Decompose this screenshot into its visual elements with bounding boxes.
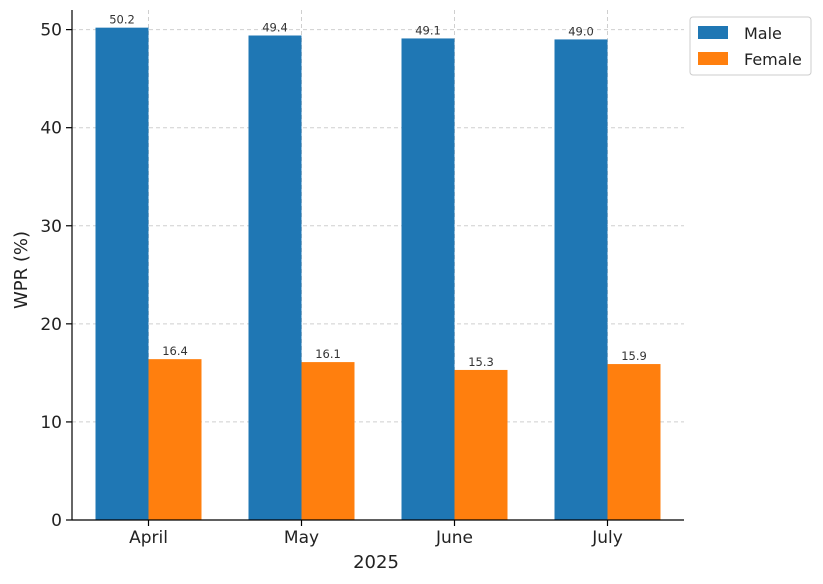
legend-label-male: Male xyxy=(744,24,782,43)
bar-value-label: 15.3 xyxy=(468,355,494,369)
legend-swatch-male xyxy=(698,26,728,39)
bar-value-labels: 50.2 49.4 49.1 49.0 16.4 16.1 15.3 15.9 xyxy=(109,13,647,369)
legend-swatch-female xyxy=(698,52,728,65)
x-axis-label: 2025 xyxy=(353,552,399,573)
bar-value-label: 50.2 xyxy=(109,13,135,27)
bar-female-may xyxy=(301,362,355,520)
x-tick-label: April xyxy=(129,528,168,548)
bar-male-april xyxy=(95,27,149,521)
bar-male-june xyxy=(401,38,455,520)
bar-value-label: 49.0 xyxy=(568,24,594,38)
bars xyxy=(95,27,661,521)
bar-value-label: 49.1 xyxy=(415,23,441,37)
y-tick-label: 20 xyxy=(40,315,62,335)
x-tick-label: June xyxy=(435,528,473,548)
bar-male-july xyxy=(554,39,608,521)
bar-value-label: 16.4 xyxy=(162,344,188,358)
bar-male-may xyxy=(248,35,302,520)
legend-label-female: Female xyxy=(744,50,802,69)
axes xyxy=(71,10,684,521)
bar-value-label: 16.1 xyxy=(315,347,341,361)
y-tick-label: 30 xyxy=(40,217,62,237)
legend: Male Female xyxy=(689,16,812,76)
x-axis-ticks: April May June July xyxy=(129,520,623,548)
x-tick-label: May xyxy=(284,528,319,548)
bar-female-april xyxy=(148,359,202,520)
y-tick-label: 10 xyxy=(40,413,62,433)
y-axis-ticks: 0 10 20 30 40 50 xyxy=(40,21,72,531)
y-tick-label: 0 xyxy=(51,511,62,531)
y-tick-label: 50 xyxy=(40,21,62,41)
bar-female-july xyxy=(607,364,661,520)
bar-female-june xyxy=(454,369,508,520)
y-tick-label: 40 xyxy=(40,119,62,139)
x-tick-label: July xyxy=(591,528,623,548)
bar-value-label: 15.9 xyxy=(621,349,647,363)
bar-value-label: 49.4 xyxy=(262,21,288,35)
y-axis-label: WPR (%) xyxy=(11,231,32,309)
